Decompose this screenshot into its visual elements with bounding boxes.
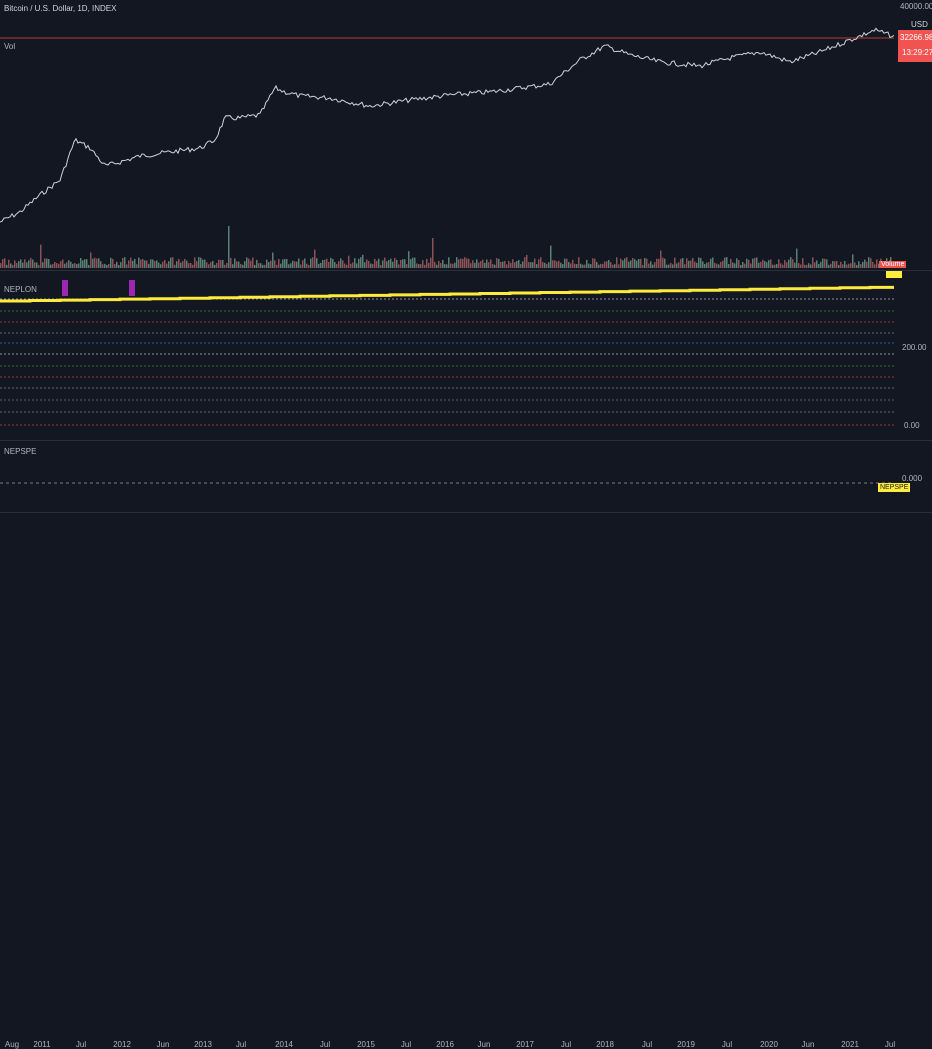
- nepspe-title: NEPSPE: [4, 447, 37, 456]
- time-axis-tick: Aug: [4, 1040, 20, 1049]
- time-axis-tick: 2012: [113, 1040, 131, 1049]
- time-axis-tick: Jun: [156, 1040, 170, 1049]
- time-axis-tick: 2021: [841, 1040, 859, 1049]
- price-tick-40000: 40000.00: [900, 2, 932, 11]
- volume-badge: Volume: [879, 261, 907, 268]
- time-axis-tick: Jul: [884, 1040, 896, 1049]
- time-axis-tick: 2014: [275, 1040, 293, 1049]
- time-axis-tick: Jun: [477, 1040, 491, 1049]
- neplon-axis[interactable]: 200.00 0.00: [886, 271, 932, 439]
- time-axis-tick: Jul: [641, 1040, 653, 1049]
- time-axis-tick: Jul: [560, 1040, 572, 1049]
- neplon-pane[interactable]: NEPLON: [0, 271, 894, 439]
- time-axis-tick: Jul: [319, 1040, 331, 1049]
- neplon-tick-200: 200.00: [902, 343, 927, 352]
- neplon-title: NEPLON: [4, 285, 37, 294]
- time-axis-tick: Jul: [400, 1040, 412, 1049]
- time-axis-tick: 2016: [436, 1040, 454, 1049]
- pane-separator-1[interactable]: [0, 270, 932, 271]
- symbol-title[interactable]: Bitcoin / U.S. Dollar, 1D, INDEX: [4, 4, 117, 13]
- last-price-badge: 32266.98 13:29:27: [898, 30, 932, 62]
- time-axis-separator: [0, 512, 932, 513]
- time-axis-tick: 2020: [760, 1040, 778, 1049]
- nepspe-tick-0: 0.000: [902, 474, 923, 483]
- time-axis-tick: 2018: [596, 1040, 614, 1049]
- time-axis-tick: 2015: [357, 1040, 375, 1049]
- neplon-tick-0: 0.00: [904, 421, 920, 430]
- time-axis-tick: 2017: [516, 1040, 534, 1049]
- time-axis-tick: Jul: [721, 1040, 733, 1049]
- nepspe-axis[interactable]: 0.000: [894, 441, 932, 511]
- nepspe-svg: [0, 441, 894, 484]
- neplon-marker[interactable]: [129, 280, 135, 296]
- nepspe-badge: NEPSPE: [878, 483, 911, 492]
- time-axis-tick: 2013: [194, 1040, 212, 1049]
- neplon-last-badge: [886, 271, 902, 278]
- price-chart-svg: [0, 27, 895, 268]
- neplon-svg: [0, 280, 894, 426]
- neplon-marker[interactable]: [62, 280, 68, 296]
- time-axis-tick: Jul: [75, 1040, 87, 1049]
- neplon-level-lines: [0, 298, 894, 426]
- time-axis[interactable]: Aug 2011 Jul 2012 Jun 2013 Jul 2014 Jul 2015 Jul 20…: [0, 512, 932, 1049]
- nepspe-pane[interactable]: NEPSPE: [0, 441, 894, 511]
- pane-separator-2[interactable]: [0, 440, 932, 441]
- price-chart-pane[interactable]: [0, 0, 895, 270]
- last-price-value: 32266.98: [900, 33, 932, 42]
- time-axis-tick: Jun: [801, 1040, 815, 1049]
- price-axis[interactable]: 40000.00 USD 32266.98 13:29:27: [894, 0, 932, 270]
- countdown-timer: 13:29:27: [902, 48, 932, 57]
- time-axis-tick: 2019: [677, 1040, 695, 1049]
- volume-bars: [0, 226, 894, 268]
- time-axis-tick: 2011: [33, 1040, 51, 1049]
- price-series: [0, 27, 895, 223]
- currency-label: USD: [911, 20, 928, 29]
- neplon-series: [0, 285, 894, 303]
- volume-indicator-label[interactable]: Vol: [4, 42, 16, 51]
- time-axis-tick: Jul: [235, 1040, 247, 1049]
